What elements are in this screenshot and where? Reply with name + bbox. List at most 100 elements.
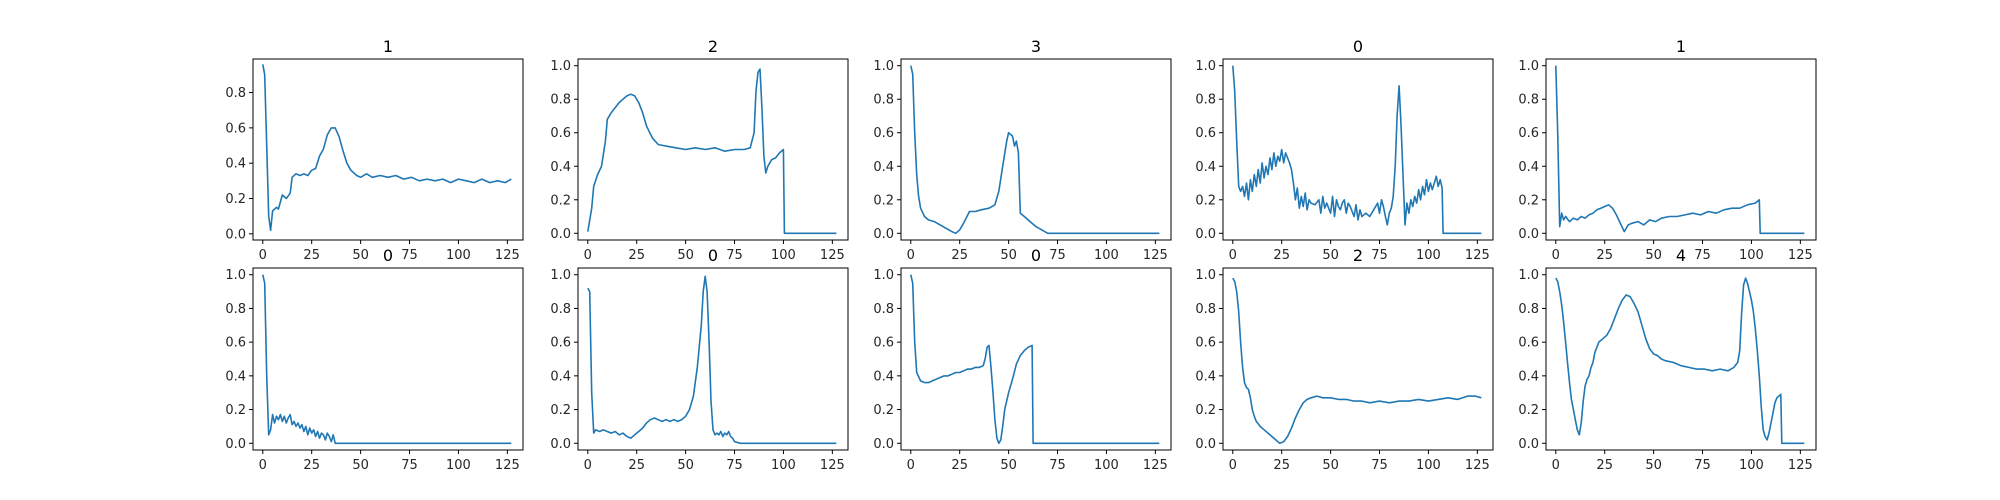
y-tick-label: 0.6 [550, 126, 571, 141]
y-tick-label: 0.2 [1195, 403, 1216, 418]
series-line [1232, 277, 1482, 445]
x-tick-label: 75 [401, 458, 418, 473]
axes-frame [252, 267, 524, 451]
y-tick-label: 0.8 [873, 302, 894, 317]
x-tick-label: 25 [628, 458, 645, 473]
subplot-title: 2 [708, 37, 718, 56]
y-tick-label: 1.0 [225, 268, 246, 283]
y-tick-label: 0.2 [550, 403, 571, 418]
x-tick-label: 0 [584, 458, 592, 473]
x-tick-label: 50 [1322, 458, 1339, 473]
x-tick-label: 0 [1229, 458, 1237, 473]
axes-frame [252, 58, 524, 241]
axes-frame [900, 267, 1172, 451]
x-tick-label: 0 [1552, 458, 1560, 473]
series-line [587, 275, 837, 445]
x-tick-label: 125 [1143, 458, 1168, 473]
subplot-6: 0 25 50 75 100 125 0.0 0.2 0.4 0.6 0.8 1.0 0 [225, 246, 524, 473]
x-tick-label: 0 [907, 458, 915, 473]
y-tick-label: 0.6 [550, 336, 571, 351]
x-tick-label: 50 [1645, 458, 1662, 473]
y-tick-label: 1.0 [550, 268, 571, 283]
series-line [1555, 65, 1805, 235]
y-tick-label: 1.0 [1518, 268, 1539, 283]
axes-frame [1545, 267, 1817, 451]
y-tick-label: 1.0 [550, 59, 571, 74]
y-tick-label: 0.4 [550, 160, 571, 175]
y-tick-label: 0.4 [550, 369, 571, 384]
y-tick-label: 0.4 [873, 160, 894, 175]
y-tick-label: 0.4 [225, 157, 246, 172]
x-tick-label: 125 [495, 248, 520, 263]
x-tick-label: 25 [951, 248, 968, 263]
subplot-title: 1 [1676, 37, 1686, 56]
x-tick-label: 50 [1000, 248, 1017, 263]
x-tick-label: 50 [1000, 458, 1017, 473]
y-tick-label: 0.0 [1518, 437, 1539, 452]
x-tick-label: 125 [1465, 248, 1490, 263]
x-tick-label: 75 [726, 458, 743, 473]
subplot-title: 0 [1031, 246, 1041, 265]
series-line [910, 274, 1160, 445]
y-tick-label: 0.4 [1518, 369, 1539, 384]
y-tick-label: 0.4 [873, 369, 894, 384]
axes-frame [1545, 58, 1817, 241]
y-tick-label: 0.4 [1195, 369, 1216, 384]
y-tick-label: 0.6 [225, 121, 246, 136]
y-tick-label: 0.6 [1518, 126, 1539, 141]
x-tick-label: 125 [1465, 458, 1490, 473]
y-tick-label: 0.2 [1518, 403, 1539, 418]
y-tick-label: 0.2 [873, 193, 894, 208]
x-tick-label: 25 [951, 458, 968, 473]
y-tick-label: 0.6 [1195, 336, 1216, 351]
y-tick-label: 0.8 [1195, 93, 1216, 108]
x-tick-label: 50 [352, 458, 369, 473]
x-tick-label: 25 [1596, 248, 1613, 263]
x-tick-label: 25 [303, 248, 320, 263]
y-tick-label: 0.0 [873, 437, 894, 452]
y-tick-label: 0.8 [1195, 302, 1216, 317]
y-tick-label: 0.2 [1518, 193, 1539, 208]
y-tick-label: 0.2 [873, 403, 894, 418]
x-tick-label: 0 [259, 248, 267, 263]
subplot-8: 0 25 50 75 100 125 0.0 0.2 0.4 0.6 0.8 1.0 0 [873, 246, 1172, 473]
x-tick-label: 75 [726, 248, 743, 263]
subplot-title: 0 [708, 246, 718, 265]
x-tick-label: 75 [1371, 458, 1388, 473]
x-tick-label: 50 [1645, 248, 1662, 263]
y-tick-label: 0.8 [225, 302, 246, 317]
y-tick-label: 1.0 [1518, 59, 1539, 74]
x-tick-label: 75 [1694, 248, 1711, 263]
subplot-title: 2 [1353, 246, 1363, 265]
series-line [1232, 65, 1482, 235]
subplot-7: 0 25 50 75 100 125 0.0 0.2 0.4 0.6 0.8 1.0 0 [550, 246, 849, 473]
x-tick-label: 50 [1322, 248, 1339, 263]
y-tick-label: 0.0 [550, 437, 571, 452]
y-tick-label: 0.2 [550, 193, 571, 208]
subplot-title: 4 [1676, 246, 1686, 265]
y-tick-label: 1.0 [1195, 59, 1216, 74]
y-tick-label: 0.0 [1195, 227, 1216, 242]
y-tick-label: 0.4 [1195, 160, 1216, 175]
x-tick-label: 25 [1273, 458, 1290, 473]
y-tick-label: 0.8 [873, 93, 894, 108]
series-line [587, 68, 837, 235]
x-tick-label: 0 [584, 248, 592, 263]
x-tick-label: 125 [1788, 458, 1813, 473]
axes-frame [900, 58, 1172, 241]
series-line [1555, 277, 1805, 445]
x-tick-label: 125 [1788, 248, 1813, 263]
x-tick-label: 0 [1229, 248, 1237, 263]
subplot-title: 0 [383, 246, 393, 265]
x-tick-label: 100 [1094, 458, 1119, 473]
x-tick-label: 75 [401, 248, 418, 263]
subplot-10: 0 25 50 75 100 125 0.0 0.2 0.4 0.6 0.8 1.0 4 [1518, 246, 1817, 473]
x-tick-label: 75 [1694, 458, 1711, 473]
x-tick-label: 75 [1371, 248, 1388, 263]
x-tick-label: 25 [1273, 248, 1290, 263]
y-tick-label: 0.0 [873, 227, 894, 242]
y-tick-label: 0.2 [225, 403, 246, 418]
x-tick-label: 100 [1739, 458, 1764, 473]
y-tick-label: 0.0 [225, 227, 246, 242]
